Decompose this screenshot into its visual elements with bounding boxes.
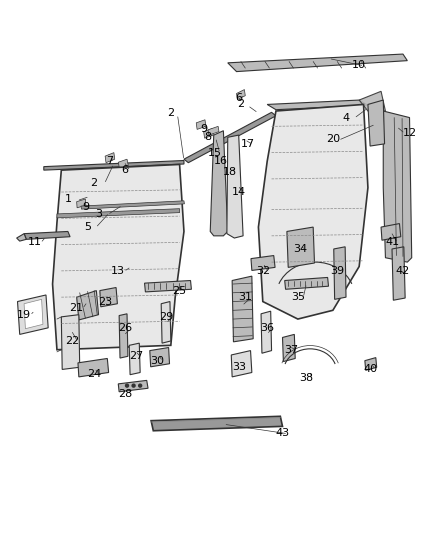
Polygon shape — [118, 381, 148, 392]
Text: 29: 29 — [159, 312, 173, 322]
Text: 19: 19 — [17, 310, 31, 320]
Polygon shape — [44, 160, 184, 170]
Text: 23: 23 — [98, 296, 112, 306]
Text: 6: 6 — [235, 93, 242, 103]
Text: 21: 21 — [70, 303, 84, 313]
Polygon shape — [151, 416, 283, 431]
Polygon shape — [267, 100, 368, 110]
Polygon shape — [129, 343, 140, 375]
Polygon shape — [283, 334, 295, 361]
Text: 22: 22 — [65, 336, 79, 346]
Text: 18: 18 — [223, 167, 237, 177]
Polygon shape — [392, 247, 405, 300]
Text: 26: 26 — [118, 323, 132, 333]
Polygon shape — [145, 280, 191, 292]
Text: 1: 1 — [64, 193, 71, 204]
Text: 24: 24 — [87, 369, 101, 379]
Text: 37: 37 — [284, 345, 298, 355]
Text: 30: 30 — [151, 356, 165, 366]
Polygon shape — [150, 348, 170, 367]
Text: 35: 35 — [291, 292, 305, 302]
Polygon shape — [105, 152, 115, 163]
Text: 9: 9 — [82, 203, 89, 212]
Text: 42: 42 — [396, 266, 410, 276]
Circle shape — [131, 383, 136, 388]
Text: 15: 15 — [208, 148, 222, 158]
Polygon shape — [196, 120, 206, 130]
Text: 32: 32 — [256, 266, 270, 276]
Polygon shape — [61, 314, 80, 369]
Text: 7: 7 — [106, 156, 113, 166]
Polygon shape — [210, 131, 228, 236]
Polygon shape — [334, 247, 346, 300]
Polygon shape — [285, 278, 328, 289]
Polygon shape — [118, 159, 128, 169]
Text: 20: 20 — [326, 134, 340, 144]
Text: 31: 31 — [238, 292, 252, 302]
Text: 10: 10 — [352, 60, 366, 70]
Text: 6: 6 — [121, 165, 128, 175]
Polygon shape — [287, 227, 314, 268]
Polygon shape — [232, 276, 253, 342]
Polygon shape — [204, 128, 213, 138]
Polygon shape — [359, 91, 385, 111]
Text: 8: 8 — [205, 132, 212, 142]
Text: 2: 2 — [91, 178, 98, 188]
Text: 5: 5 — [84, 222, 91, 232]
Polygon shape — [251, 255, 275, 270]
Text: 2: 2 — [167, 108, 174, 118]
Text: 38: 38 — [300, 373, 314, 383]
Text: 27: 27 — [129, 351, 143, 361]
Circle shape — [125, 383, 129, 388]
Polygon shape — [368, 100, 385, 146]
Polygon shape — [81, 201, 184, 209]
Text: 2: 2 — [237, 100, 244, 109]
Text: 16: 16 — [214, 156, 228, 166]
Polygon shape — [78, 359, 109, 377]
Text: 12: 12 — [403, 128, 417, 138]
Polygon shape — [365, 358, 377, 370]
Circle shape — [138, 383, 142, 388]
Polygon shape — [227, 135, 243, 238]
Polygon shape — [231, 351, 252, 377]
Text: 13: 13 — [111, 266, 125, 276]
Polygon shape — [381, 223, 401, 240]
Text: 36: 36 — [260, 323, 274, 333]
Polygon shape — [237, 90, 245, 100]
Text: 41: 41 — [385, 237, 399, 247]
Polygon shape — [228, 54, 407, 71]
Polygon shape — [100, 287, 117, 307]
Polygon shape — [18, 295, 48, 334]
Polygon shape — [24, 300, 43, 329]
Text: 25: 25 — [173, 286, 187, 296]
Text: 33: 33 — [232, 362, 246, 372]
Text: 4: 4 — [343, 112, 350, 123]
Polygon shape — [77, 199, 86, 208]
Polygon shape — [208, 126, 219, 135]
Text: 34: 34 — [293, 244, 307, 254]
Polygon shape — [57, 209, 180, 218]
Polygon shape — [17, 233, 26, 241]
Polygon shape — [184, 112, 276, 163]
Text: 40: 40 — [363, 365, 377, 374]
Text: 43: 43 — [276, 428, 290, 438]
Polygon shape — [24, 231, 70, 239]
Polygon shape — [261, 311, 272, 353]
Text: 11: 11 — [28, 237, 42, 247]
Polygon shape — [383, 111, 412, 262]
Polygon shape — [53, 165, 184, 350]
Polygon shape — [119, 314, 128, 358]
Text: 28: 28 — [118, 389, 132, 399]
Text: 3: 3 — [95, 209, 102, 219]
Text: 14: 14 — [232, 187, 246, 197]
Text: 9: 9 — [200, 124, 207, 134]
Text: 17: 17 — [240, 139, 254, 149]
Polygon shape — [258, 104, 368, 319]
Polygon shape — [77, 290, 99, 320]
Polygon shape — [161, 302, 171, 343]
Text: 39: 39 — [330, 266, 344, 276]
